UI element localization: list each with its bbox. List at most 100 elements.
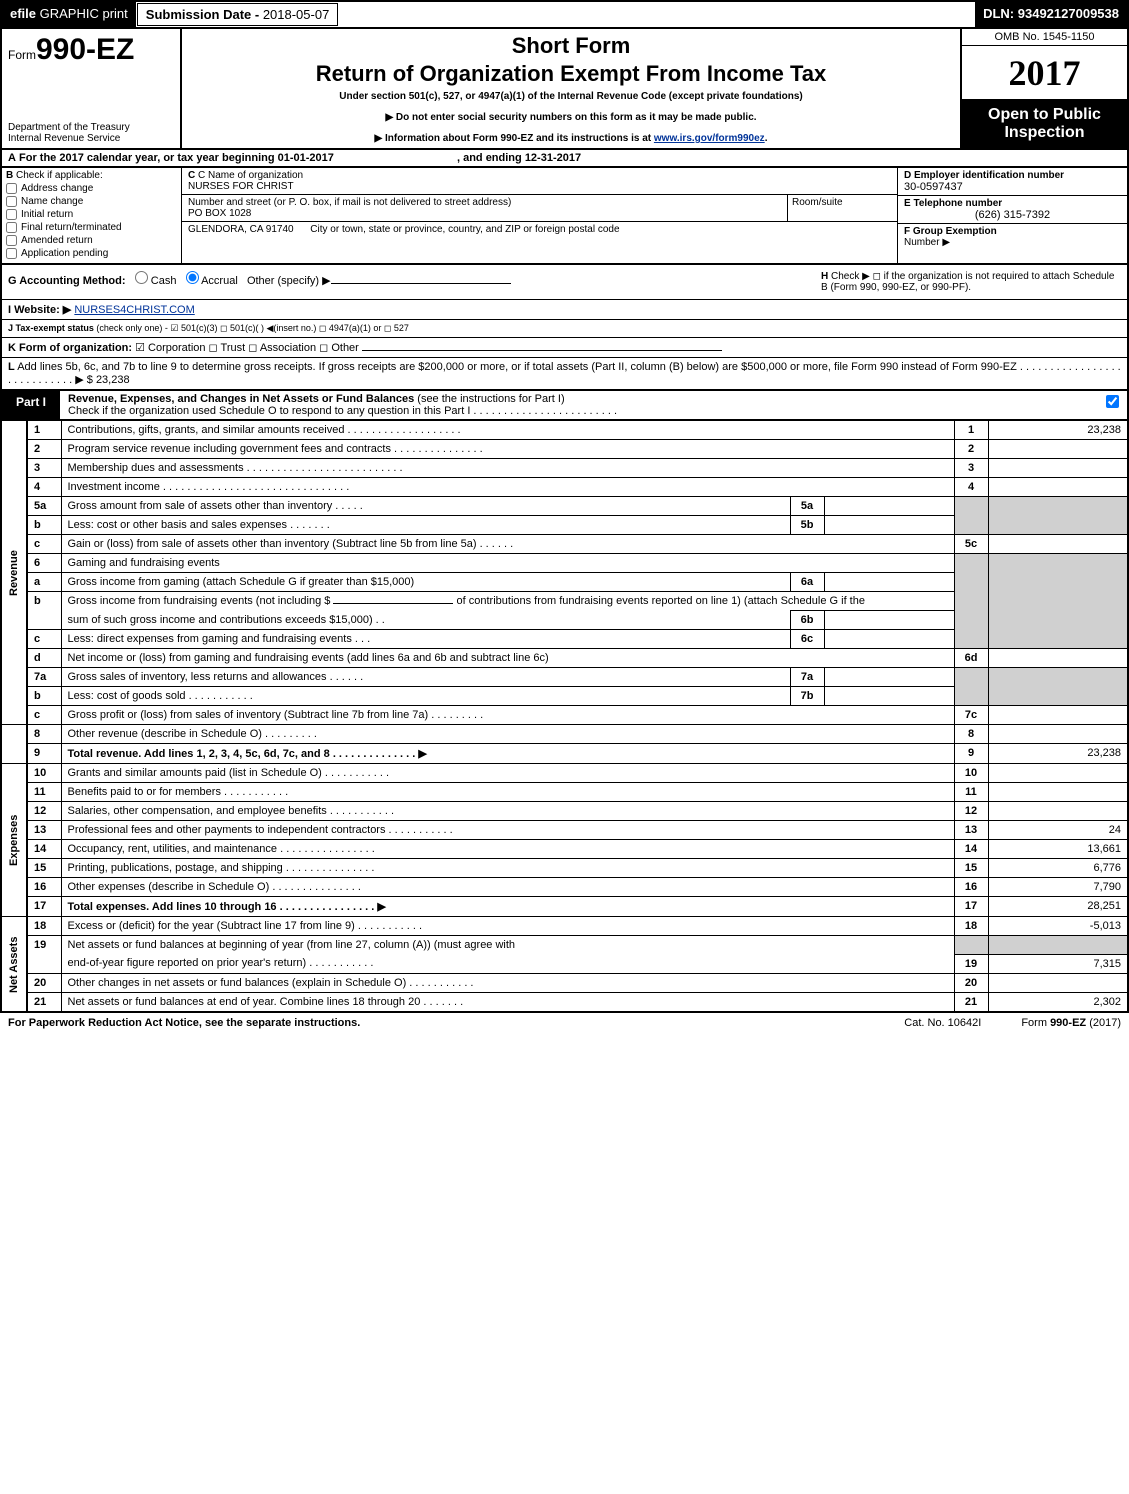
chk-final-return: Final return/terminated	[6, 222, 177, 233]
l13-desc: Professional fees and other payments to …	[61, 821, 954, 840]
l14-desc: Occupancy, rent, utilities, and maintena…	[61, 840, 954, 859]
line-1: Revenue 1 Contributions, gifts, grants, …	[1, 421, 1128, 440]
box-f: F Group Exemption Number ▶	[897, 224, 1127, 263]
k-other-line	[362, 350, 722, 351]
chk-address-change-lbl: Address change	[21, 183, 93, 194]
line-20: 20 Other changes in net assets or fund b…	[1, 973, 1128, 992]
l1-rval: 23,238	[988, 421, 1128, 440]
c2-label: Number and street (or P. O. box, if mail…	[188, 197, 781, 208]
line-5a: 5a Gross amount from sale of assets othe…	[1, 497, 1128, 516]
line-7c: c Gross profit or (loss) from sales of i…	[1, 706, 1128, 725]
chk-application-pending-box[interactable]	[6, 248, 17, 259]
room-suite: Room/suite	[787, 195, 897, 221]
chk-name-change-box[interactable]	[6, 196, 17, 207]
l6b-d1: Gross income from fundraising events (no…	[68, 595, 334, 607]
l7c-num: c	[27, 706, 61, 725]
l17-desc-b: Total expenses. Add lines 10 through 16 …	[68, 901, 386, 913]
l6d-rnum: 6d	[954, 649, 988, 668]
line-11: 11 Benefits paid to or for members . . .…	[1, 783, 1128, 802]
line-2: 2 Program service revenue including gove…	[1, 440, 1128, 459]
col-c: C C Name of organization NURSES FOR CHRI…	[182, 168, 897, 263]
revenue-sidebar-cont	[1, 725, 27, 764]
e-value: (626) 315-7392	[904, 209, 1121, 221]
l17-rval: 28,251	[988, 897, 1128, 917]
g-cash-radio[interactable]	[135, 271, 148, 284]
l18-desc: Excess or (deficit) for the year (Subtra…	[61, 917, 954, 936]
row-k: K Form of organization: ☑ Corporation ◻ …	[0, 338, 1129, 358]
l7c-rval	[988, 706, 1128, 725]
l21-num: 21	[27, 992, 61, 1012]
footer-mid: Cat. No. 10642I	[904, 1017, 981, 1029]
title-return: Return of Organization Exempt From Incom…	[186, 61, 956, 87]
l14-rnum: 14	[954, 840, 988, 859]
row-a-text2: , and ending	[457, 152, 525, 164]
h-label: H	[821, 271, 828, 282]
l21-rnum: 21	[954, 992, 988, 1012]
omb-number: OMB No. 1545-1150	[962, 29, 1127, 46]
l6a-desc: Gross income from gaming (attach Schedul…	[61, 573, 790, 592]
part1-title-bold: Revenue, Expenses, and Changes in Net As…	[68, 393, 417, 405]
dln: DLN: 93492127009538	[975, 2, 1127, 27]
l7a-mnum: 7a	[790, 668, 824, 687]
l1-rnum: 1	[954, 421, 988, 440]
l19-rval: 7,315	[988, 954, 1128, 973]
l6b-mnum: 6b	[790, 611, 824, 630]
l15-rnum: 15	[954, 859, 988, 878]
l19-rvalshade	[988, 936, 1128, 955]
website-link[interactable]: NURSES4CHRIST.COM	[74, 304, 194, 316]
form-header: Form990-EZ Department of the Treasury In…	[0, 29, 1129, 150]
g-accrual-radio[interactable]	[186, 271, 199, 284]
row-a-label: A	[8, 152, 16, 164]
l19-num: 19	[27, 936, 61, 974]
l5b-mval	[824, 516, 954, 535]
chk-initial-return-box[interactable]	[6, 209, 17, 220]
c2-addr: Number and street (or P. O. box, if mail…	[182, 195, 787, 221]
instructions-link[interactable]: www.irs.gov/form990ez	[654, 133, 765, 144]
chk-name-change: Name change	[6, 196, 177, 207]
line-3: 3 Membership dues and assessments . . . …	[1, 459, 1128, 478]
l15-rval: 6,776	[988, 859, 1128, 878]
chk-address-change-box[interactable]	[6, 183, 17, 194]
l5b-mnum: 5b	[790, 516, 824, 535]
part1-checkbox[interactable]	[1106, 395, 1119, 408]
efile-prefix: efile	[10, 6, 36, 21]
subtitle: Under section 501(c), 527, or 4947(a)(1)…	[186, 91, 956, 102]
chk-amended-box[interactable]	[6, 235, 17, 246]
line-16: 16 Other expenses (describe in Schedule …	[1, 878, 1128, 897]
c-city: GLENDORA, CA 91740 City or town, state o…	[182, 222, 897, 263]
l9-rval: 23,238	[988, 744, 1128, 764]
revenue-sidebar: Revenue	[1, 421, 27, 725]
line-15: 15 Printing, publications, postage, and …	[1, 859, 1128, 878]
l6c-num: c	[27, 630, 61, 649]
l2-desc: Program service revenue including govern…	[61, 440, 954, 459]
line-12: 12 Salaries, other compensation, and emp…	[1, 802, 1128, 821]
g-other-line	[331, 283, 511, 284]
chk-initial-return-lbl: Initial return	[21, 209, 73, 220]
l1-num: 1	[27, 421, 61, 440]
k-text: ☑ Corporation ◻ Trust ◻ Association ◻ Ot…	[135, 342, 359, 354]
chk-final-return-box[interactable]	[6, 222, 17, 233]
l1-desc: Contributions, gifts, grants, and simila…	[61, 421, 954, 440]
box-h: H Check ▶ ◻ if the organization is not r…	[821, 271, 1121, 293]
l2-rval	[988, 440, 1128, 459]
l5b-num: b	[27, 516, 61, 535]
l9-rnum: 9	[954, 744, 988, 764]
box-g: G Accounting Method: Cash Accrual Other …	[8, 271, 821, 293]
l20-desc: Other changes in net assets or fund bala…	[61, 973, 954, 992]
c1-value: NURSES FOR CHRIST	[188, 181, 891, 192]
g-accrual: Accrual	[201, 275, 238, 287]
line-18: Net Assets 18 Excess or (deficit) for th…	[1, 917, 1128, 936]
j-text: (check only one) - ☑ 501(c)(3) ◻ 501(c)(…	[96, 323, 409, 333]
efile-button[interactable]: efile GRAPHIC print	[2, 2, 136, 27]
dept-line1: Department of the Treasury	[8, 122, 174, 133]
l3-desc: Membership dues and assessments . . . . …	[61, 459, 954, 478]
l2-num: 2	[27, 440, 61, 459]
e-label: E Telephone number	[904, 198, 1121, 209]
part1-header: Part I Revenue, Expenses, and Changes in…	[0, 391, 1129, 420]
arrow-line1: ▶ Do not enter social security numbers o…	[186, 112, 956, 123]
l5a-desc: Gross amount from sale of assets other t…	[61, 497, 790, 516]
l10-rnum: 10	[954, 764, 988, 783]
chk-application-pending-lbl: Application pending	[21, 248, 108, 259]
c-address: Number and street (or P. O. box, if mail…	[182, 195, 897, 222]
l6b-mval	[824, 611, 954, 630]
